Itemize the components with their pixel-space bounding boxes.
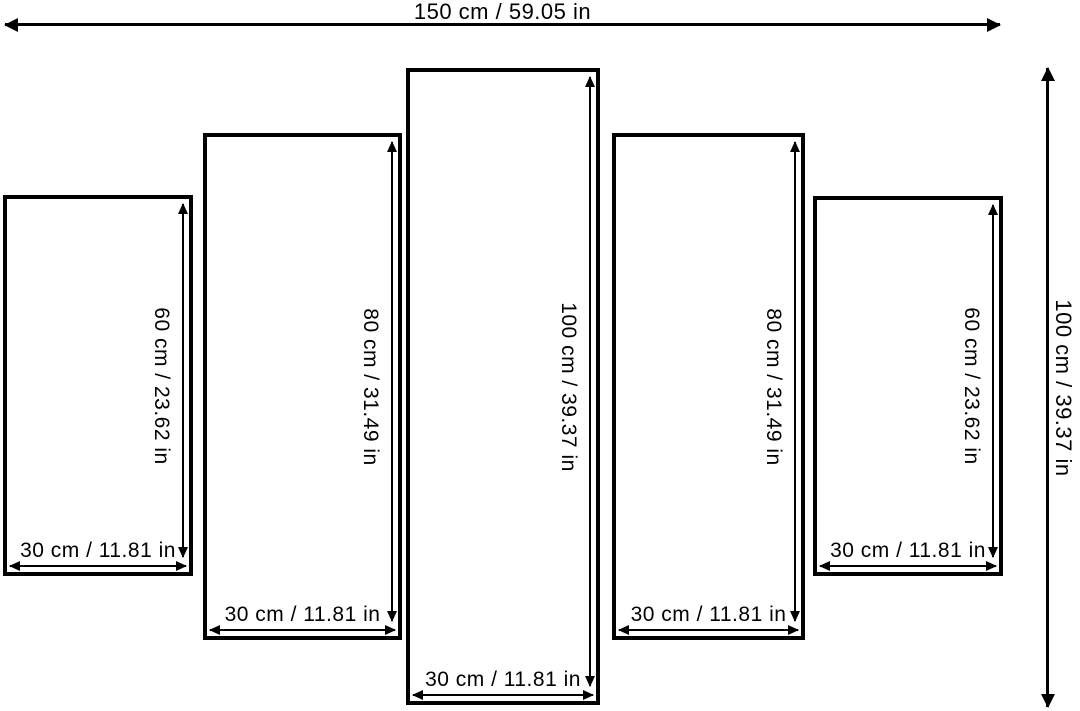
panel-1-height-label: 60 cm / 23.62 in <box>150 306 173 465</box>
panel-1: 60 cm / 23.62 in 30 cm / 11.81 in <box>3 195 193 576</box>
panel-1-width-arrow <box>10 565 186 567</box>
total-height-label: 100 cm / 39.37 in <box>1051 299 1076 477</box>
panel-2: 80 cm / 31.49 in 30 cm / 11.81 in <box>203 133 402 640</box>
total-width-arrow <box>5 23 1000 26</box>
panel-2-height-arrow <box>391 142 393 621</box>
panel-3-width-arrow <box>413 694 593 696</box>
panel-3-height-label: 100 cm / 39.37 in <box>557 301 580 472</box>
panel-3-width-label: 30 cm / 11.81 in <box>425 668 581 691</box>
panel-3-height-arrow <box>589 77 591 686</box>
panel-4-width-arrow <box>619 629 798 631</box>
panel-5: 60 cm / 23.62 in 30 cm / 11.81 in <box>813 196 1003 576</box>
panel-4-width-label: 30 cm / 11.81 in <box>630 603 787 626</box>
panel-5-width-label: 30 cm / 11.81 in <box>830 539 986 562</box>
panel-2-width-label: 30 cm / 11.81 in <box>224 603 381 626</box>
panel-4: 80 cm / 31.49 in 30 cm / 11.81 in <box>612 133 805 640</box>
panel-3: 100 cm / 39.37 in 30 cm / 11.81 in <box>406 68 600 705</box>
panel-2-height-label: 80 cm / 31.49 in <box>359 307 382 466</box>
panel-4-height-label: 80 cm / 31.49 in <box>762 307 785 466</box>
panel-5-height-label: 60 cm / 23.62 in <box>960 307 983 465</box>
panel-1-height-arrow <box>182 204 184 557</box>
panel-4-height-arrow <box>794 142 796 621</box>
total-height-arrow <box>1046 68 1049 707</box>
panel-5-height-arrow <box>992 205 994 557</box>
panel-1-width-label: 30 cm / 11.81 in <box>20 539 176 562</box>
total-width-label: 150 cm / 59.05 in <box>413 0 592 24</box>
panel-2-width-arrow <box>210 629 395 631</box>
panel-5-width-arrow <box>820 565 996 567</box>
